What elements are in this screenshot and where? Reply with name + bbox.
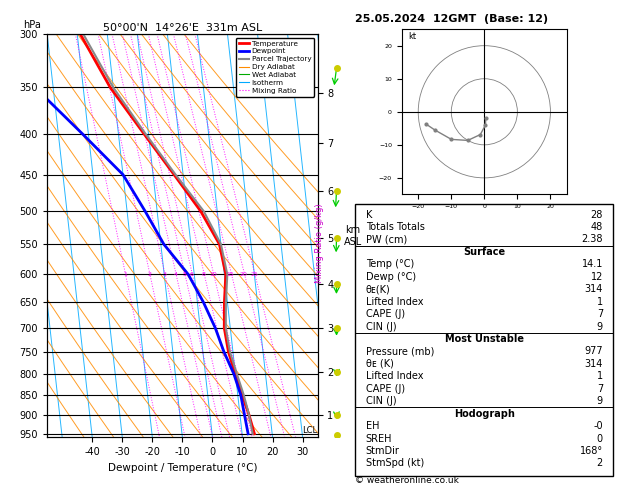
Legend: Temperature, Dewpoint, Parcel Trajectory, Dry Adiabat, Wet Adiabat, Isotherm, Mi: Temperature, Dewpoint, Parcel Trajectory… xyxy=(236,37,314,97)
Text: EH: EH xyxy=(365,421,379,431)
Text: 15: 15 xyxy=(227,272,235,277)
Text: 1: 1 xyxy=(123,272,127,277)
Text: Lifted Index: Lifted Index xyxy=(365,371,423,382)
Text: Temp (°C): Temp (°C) xyxy=(365,260,414,269)
Text: LCL: LCL xyxy=(302,426,318,434)
Text: 0: 0 xyxy=(597,434,603,444)
Text: 7: 7 xyxy=(597,309,603,319)
Text: 25.05.2024  12GMT  (Base: 12): 25.05.2024 12GMT (Base: 12) xyxy=(355,14,548,24)
Text: Pressure (mb): Pressure (mb) xyxy=(365,347,434,356)
Text: CAPE (J): CAPE (J) xyxy=(365,384,405,394)
Text: Lifted Index: Lifted Index xyxy=(365,296,423,307)
Text: 20: 20 xyxy=(240,272,248,277)
Text: 1: 1 xyxy=(597,296,603,307)
Text: 28: 28 xyxy=(591,209,603,220)
Text: StmSpd (kt): StmSpd (kt) xyxy=(365,458,424,469)
Text: 977: 977 xyxy=(584,347,603,356)
Text: -0: -0 xyxy=(593,421,603,431)
Text: 12: 12 xyxy=(591,272,603,282)
Text: 168°: 168° xyxy=(580,446,603,456)
Text: Hodograph: Hodograph xyxy=(454,409,515,418)
Text: 5: 5 xyxy=(182,272,186,277)
Text: © weatheronline.co.uk: © weatheronline.co.uk xyxy=(355,475,459,485)
Text: hPa: hPa xyxy=(23,20,41,30)
Text: PW (cm): PW (cm) xyxy=(365,234,407,244)
Text: kt: kt xyxy=(408,32,416,41)
Title: 50°00'N  14°26'E  331m ASL: 50°00'N 14°26'E 331m ASL xyxy=(103,23,262,33)
Y-axis label: km
ASL: km ASL xyxy=(344,225,362,246)
Text: 2: 2 xyxy=(147,272,152,277)
Text: Most Unstable: Most Unstable xyxy=(445,334,524,344)
Text: 314: 314 xyxy=(584,359,603,369)
Text: 14.1: 14.1 xyxy=(582,260,603,269)
Text: Totals Totals: Totals Totals xyxy=(365,222,425,232)
Text: 10: 10 xyxy=(209,272,217,277)
Text: 3: 3 xyxy=(162,272,166,277)
Text: 2.38: 2.38 xyxy=(581,234,603,244)
Text: Mixing Ratio (g/kg): Mixing Ratio (g/kg) xyxy=(315,203,324,283)
Text: 48: 48 xyxy=(591,222,603,232)
Text: 9: 9 xyxy=(597,396,603,406)
Text: 9: 9 xyxy=(597,322,603,331)
Text: CIN (J): CIN (J) xyxy=(365,396,396,406)
Text: 7: 7 xyxy=(597,384,603,394)
Text: θᴇ(K): θᴇ(K) xyxy=(365,284,391,294)
Text: Surface: Surface xyxy=(464,247,505,257)
Text: 4: 4 xyxy=(174,272,177,277)
Text: StmDir: StmDir xyxy=(365,446,399,456)
Text: 314: 314 xyxy=(584,284,603,294)
Text: 2: 2 xyxy=(597,458,603,469)
X-axis label: Dewpoint / Temperature (°C): Dewpoint / Temperature (°C) xyxy=(108,463,257,473)
Text: 1: 1 xyxy=(597,371,603,382)
Text: K: K xyxy=(365,209,372,220)
Text: Dewp (°C): Dewp (°C) xyxy=(365,272,416,282)
Text: CIN (J): CIN (J) xyxy=(365,322,396,331)
Text: CAPE (J): CAPE (J) xyxy=(365,309,405,319)
Text: θᴇ (K): θᴇ (K) xyxy=(365,359,394,369)
Text: 8: 8 xyxy=(201,272,206,277)
Text: 25: 25 xyxy=(250,272,258,277)
Text: 6: 6 xyxy=(190,272,194,277)
Text: SREH: SREH xyxy=(365,434,392,444)
